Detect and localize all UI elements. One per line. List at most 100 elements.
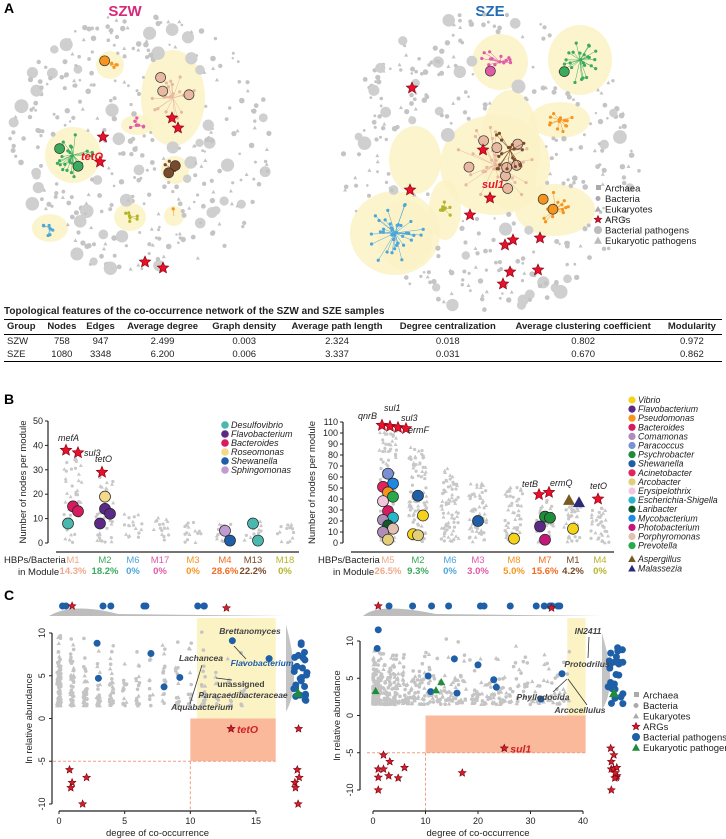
eukaryote-point <box>504 529 509 534</box>
x-tick-label: 10 <box>185 816 195 826</box>
node <box>412 192 417 197</box>
node <box>214 77 219 82</box>
module-percent: 9.3% <box>407 566 429 577</box>
bacteria-point <box>76 499 81 504</box>
node <box>611 79 615 83</box>
eukaryote-point <box>279 539 284 544</box>
node <box>241 225 245 229</box>
node <box>115 63 119 67</box>
node <box>148 52 154 58</box>
node <box>140 267 144 271</box>
node <box>473 265 478 269</box>
bacteria-point <box>379 466 383 471</box>
node <box>621 216 627 222</box>
node <box>568 183 574 189</box>
legend-swatch <box>628 542 636 550</box>
module-name: M2 <box>98 555 111 566</box>
edge <box>480 164 496 195</box>
arg-star-icon <box>156 261 170 274</box>
node <box>606 80 611 85</box>
node <box>203 150 206 153</box>
node <box>101 246 106 251</box>
node <box>193 173 198 178</box>
node <box>571 50 575 54</box>
bacteria-point <box>136 683 141 688</box>
hbp-row-label: HBPs/Bacteria <box>4 555 66 566</box>
node <box>554 280 559 285</box>
node <box>413 106 418 111</box>
node <box>428 280 432 285</box>
eukaryote-point <box>448 538 453 542</box>
node <box>525 98 529 102</box>
eukaryote-point <box>479 702 484 706</box>
table-cell: 3.337 <box>325 349 349 361</box>
node <box>369 232 373 236</box>
bacteria-point <box>257 531 261 535</box>
bacteria-point <box>517 513 521 517</box>
marginal-arg-star <box>606 785 616 794</box>
node <box>376 170 379 174</box>
bacteria-point <box>440 504 444 508</box>
node <box>263 159 268 164</box>
node <box>39 134 43 138</box>
node <box>92 83 96 87</box>
eukaryote-point <box>258 519 263 523</box>
bacteria-point <box>377 651 382 655</box>
bacteria-point <box>415 678 420 682</box>
edge <box>172 97 182 113</box>
eukaryote-point <box>384 461 389 466</box>
marginal-arg-star <box>606 743 616 753</box>
bacteria-point <box>508 694 512 698</box>
node <box>463 240 468 245</box>
legend-label: Laribacter <box>638 504 678 514</box>
node <box>493 63 497 67</box>
bacteria-point <box>482 506 486 510</box>
node <box>421 227 425 231</box>
node <box>242 220 247 226</box>
bacterial-pathogen-point <box>492 683 500 691</box>
annotation-arrow <box>552 678 568 693</box>
edge <box>59 154 74 161</box>
pathogen-node <box>70 247 84 261</box>
edge <box>579 59 584 79</box>
eukaryote-point <box>382 430 387 434</box>
bacterial-pathogen-point <box>474 661 482 669</box>
edge <box>394 229 424 234</box>
x-tick-label: 30 <box>525 816 535 826</box>
node <box>145 168 149 172</box>
edge <box>394 232 399 244</box>
node <box>343 184 349 190</box>
node <box>73 83 78 88</box>
node <box>97 193 102 198</box>
pathogen-node <box>169 160 181 171</box>
edge <box>550 116 561 121</box>
eukaryote-point <box>530 679 535 684</box>
node <box>458 25 463 29</box>
legend-label: Bacteria <box>605 194 641 205</box>
y-tick-label: 0 <box>38 538 43 548</box>
node <box>260 169 263 172</box>
pathogen-node <box>411 78 420 88</box>
bacteria-point <box>520 492 525 496</box>
eukaryote-point <box>504 690 509 695</box>
eukaryote-point <box>109 539 114 544</box>
bacteria-point <box>162 538 166 542</box>
eukaryote-point <box>451 528 456 533</box>
bacteria-point <box>392 695 397 700</box>
eukaryote-point <box>470 529 475 533</box>
eukaryote-point <box>456 536 461 540</box>
node <box>228 106 232 110</box>
edge <box>72 150 88 156</box>
node <box>133 119 137 123</box>
bacteria-point <box>409 688 413 692</box>
arg-label: sul1 <box>510 743 531 755</box>
node <box>124 211 128 215</box>
node <box>473 246 478 251</box>
eukaryote-point <box>424 499 429 504</box>
node <box>245 88 250 93</box>
eukaryote-point <box>450 680 456 685</box>
bacteria-point <box>163 647 167 651</box>
eukaryote-point <box>57 654 62 659</box>
bacteria-icon <box>633 703 639 708</box>
legend-label: Sphingomonas <box>231 465 292 475</box>
